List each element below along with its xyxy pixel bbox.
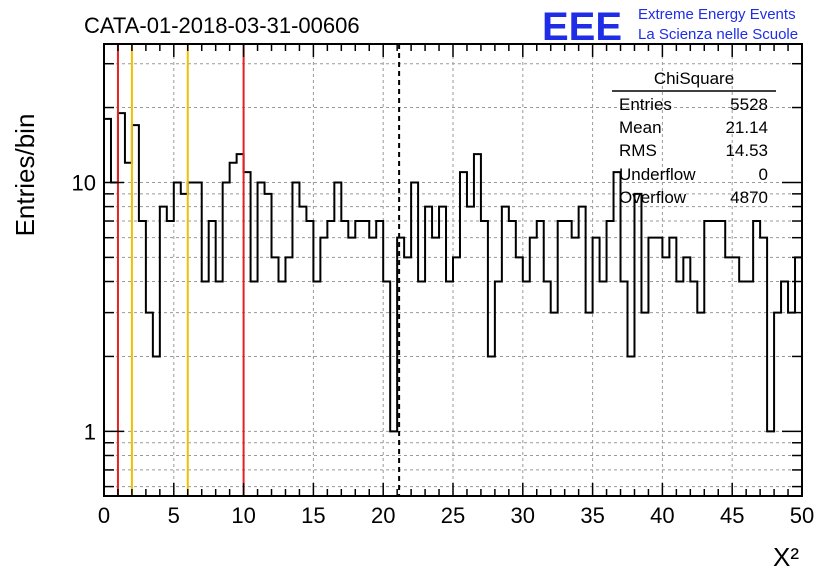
x-tick-label: 0 xyxy=(98,503,110,528)
histogram-bars xyxy=(104,112,802,433)
x-tick-label: 35 xyxy=(580,503,604,528)
logo-letters: EEE xyxy=(542,5,622,49)
eee-logo: EEE Extreme Energy Events La Scienza nel… xyxy=(542,5,798,49)
axes: 0 5 10 15 20 25 30 35 40 45 50 1 10 xyxy=(72,43,814,528)
x-tick-label: 10 xyxy=(231,503,255,528)
y-tick-label: 10 xyxy=(72,170,96,195)
x-tick-label: 50 xyxy=(790,503,814,528)
logo-line2: La Scienza nelle Scuole xyxy=(638,26,798,43)
x-tick-label: 25 xyxy=(441,503,465,528)
x-tick-label: 45 xyxy=(720,503,744,528)
stats-label-rms: RMS xyxy=(619,141,657,160)
stats-label-mean: Mean xyxy=(619,118,662,137)
stats-label-underflow: Underflow xyxy=(619,165,696,184)
logo-line1: Extreme Energy Events xyxy=(638,6,796,23)
stats-title: ChiSquare xyxy=(654,69,734,88)
x-axis-label: X² xyxy=(773,542,799,572)
histogram-line xyxy=(104,112,802,433)
chart-title: CATA-01-2018-03-31-00606 xyxy=(84,13,360,38)
stats-value-entries: 5528 xyxy=(730,95,768,114)
x-tick-label: 30 xyxy=(511,503,535,528)
stats-value-mean: 21.14 xyxy=(725,118,768,137)
y-axis-label: Entries/bin xyxy=(10,114,40,237)
stats-label-entries: Entries xyxy=(619,95,672,114)
stats-value-rms: 14.53 xyxy=(725,141,768,160)
x-tick-label: 20 xyxy=(371,503,395,528)
x-tick-label: 15 xyxy=(301,503,325,528)
y-tick-label: 1 xyxy=(84,419,96,444)
x-tick-label: 40 xyxy=(650,503,674,528)
stats-label-overflow: Overflow xyxy=(619,188,687,207)
stats-box: ChiSquare Entries 5528 Mean 21.14 RMS 14… xyxy=(612,69,776,207)
stats-value-overflow: 4870 xyxy=(730,188,768,207)
x-tick-label: 5 xyxy=(168,503,180,528)
reference-lines xyxy=(116,44,401,496)
stats-value-underflow: 0 xyxy=(759,165,768,184)
